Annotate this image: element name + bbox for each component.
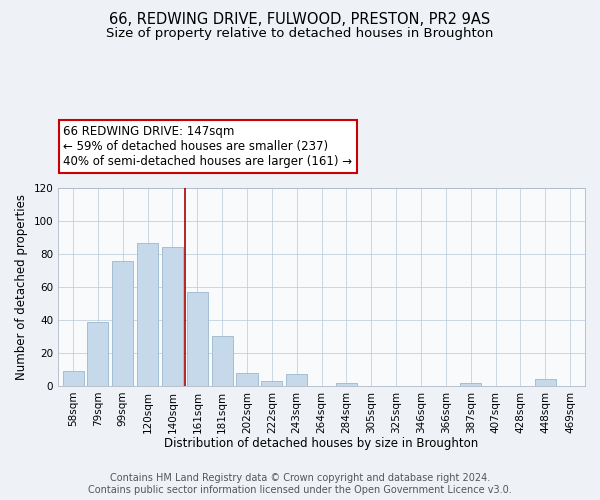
X-axis label: Distribution of detached houses by size in Broughton: Distribution of detached houses by size … [164,437,479,450]
Y-axis label: Number of detached properties: Number of detached properties [15,194,28,380]
Bar [88,322,109,386]
Bar [262,381,283,386]
Bar [187,292,208,386]
Text: 66 REDWING DRIVE: 147sqm
← 59% of detached houses are smaller (237)
40% of semi-: 66 REDWING DRIVE: 147sqm ← 59% of detach… [64,125,353,168]
Bar [112,260,133,386]
Text: Size of property relative to detached houses in Broughton: Size of property relative to detached ho… [106,28,494,40]
Bar [62,371,83,386]
Bar [137,242,158,386]
Bar [535,380,556,386]
Bar [460,382,481,386]
Bar [236,372,257,386]
Bar [336,382,357,386]
Text: Contains HM Land Registry data © Crown copyright and database right 2024.
Contai: Contains HM Land Registry data © Crown c… [88,474,512,495]
Bar [162,248,183,386]
Bar [286,374,307,386]
Bar [212,336,233,386]
Text: 66, REDWING DRIVE, FULWOOD, PRESTON, PR2 9AS: 66, REDWING DRIVE, FULWOOD, PRESTON, PR2… [109,12,491,28]
